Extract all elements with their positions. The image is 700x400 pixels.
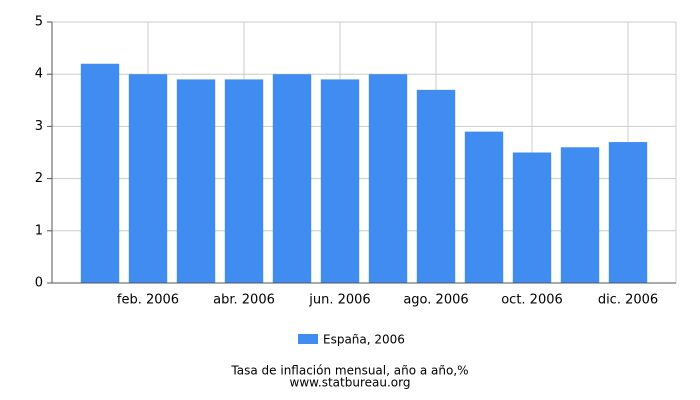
y-tick-label: 0 (35, 276, 43, 291)
bar (368, 74, 408, 283)
chart-subtitle: www.statbureau.org (290, 376, 411, 390)
legend-label: España, 2006 (323, 333, 405, 347)
x-tick-label: ago. 2006 (403, 293, 468, 308)
x-tick-label: dic. 2006 (598, 293, 658, 308)
bar (560, 147, 600, 283)
y-tick-label: 2 (35, 171, 43, 186)
bar (320, 79, 360, 283)
y-tick-label: 5 (35, 15, 43, 30)
bar (464, 131, 504, 283)
bar (224, 79, 264, 283)
y-tick-label: 4 (35, 67, 43, 82)
bar (512, 152, 552, 283)
x-tick-label: oct. 2006 (501, 293, 563, 308)
bar (416, 89, 456, 283)
chart-title: Tasa de inflación mensual, año a año,% (230, 364, 468, 378)
y-tick-label: 3 (35, 119, 43, 134)
x-tick-label: jun. 2006 (308, 293, 370, 308)
bar (272, 74, 312, 283)
x-tick-label: abr. 2006 (213, 293, 275, 308)
bar (176, 79, 216, 283)
bar (608, 142, 648, 283)
bar (80, 63, 120, 284)
bar (128, 74, 168, 283)
legend-swatch (298, 334, 318, 344)
x-tick-label: feb. 2006 (117, 293, 179, 308)
y-tick-label: 1 (35, 223, 43, 238)
